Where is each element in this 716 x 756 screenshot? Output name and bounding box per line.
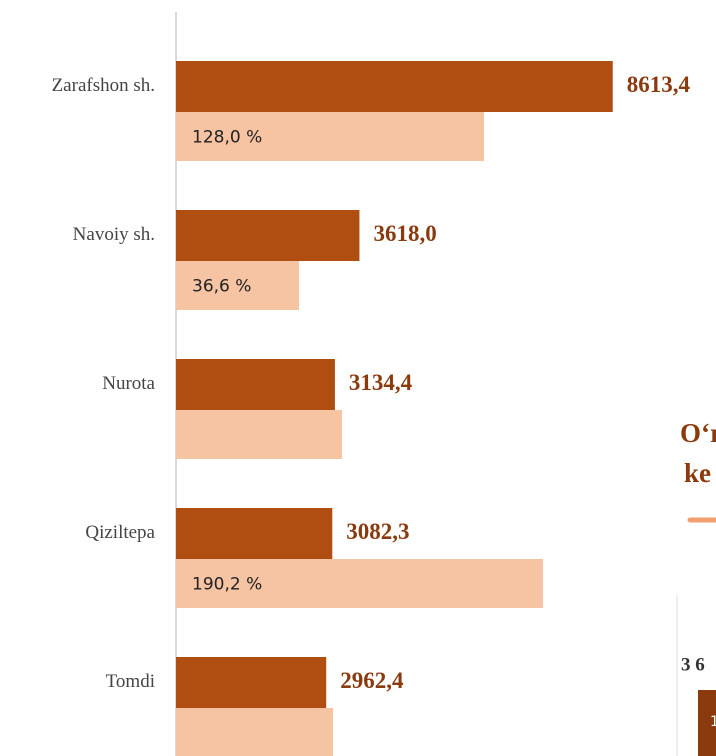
percent-label: 36,6 % (192, 277, 251, 297)
bar (176, 210, 360, 261)
fragment-bar (698, 690, 716, 756)
category-label: Tomdi (106, 671, 155, 692)
bar (176, 508, 333, 559)
bar (176, 559, 544, 608)
bar (176, 112, 485, 161)
value-label: 3082,3 (346, 519, 409, 544)
category-label: Qiziltepa (85, 522, 155, 543)
fragment-title: O‘r (680, 418, 716, 448)
fragment-value: 3 6 (681, 654, 705, 675)
bar (176, 657, 327, 708)
bar (176, 359, 335, 410)
bar (176, 61, 613, 112)
bar (176, 261, 300, 310)
category-label: Navoiy sh. (73, 224, 155, 245)
value-label: 3134,4 (349, 370, 413, 395)
fragment-title: ke (684, 458, 711, 488)
value-label: 2962,4 (340, 668, 404, 693)
percent-label: 190,2 % (192, 575, 262, 595)
value-label: 3618,0 (373, 221, 436, 246)
category-label: Nurota (102, 373, 155, 394)
bar (176, 708, 334, 756)
percent-label: 128,0 % (192, 128, 262, 148)
side-fragment: O‘r ke 3 6 1 (676, 418, 716, 756)
fragment-bar-label: 1 (710, 714, 716, 730)
category-label: Zarafshon sh. (52, 75, 155, 96)
bar (176, 410, 343, 459)
value-label: 8613,4 (627, 72, 691, 97)
